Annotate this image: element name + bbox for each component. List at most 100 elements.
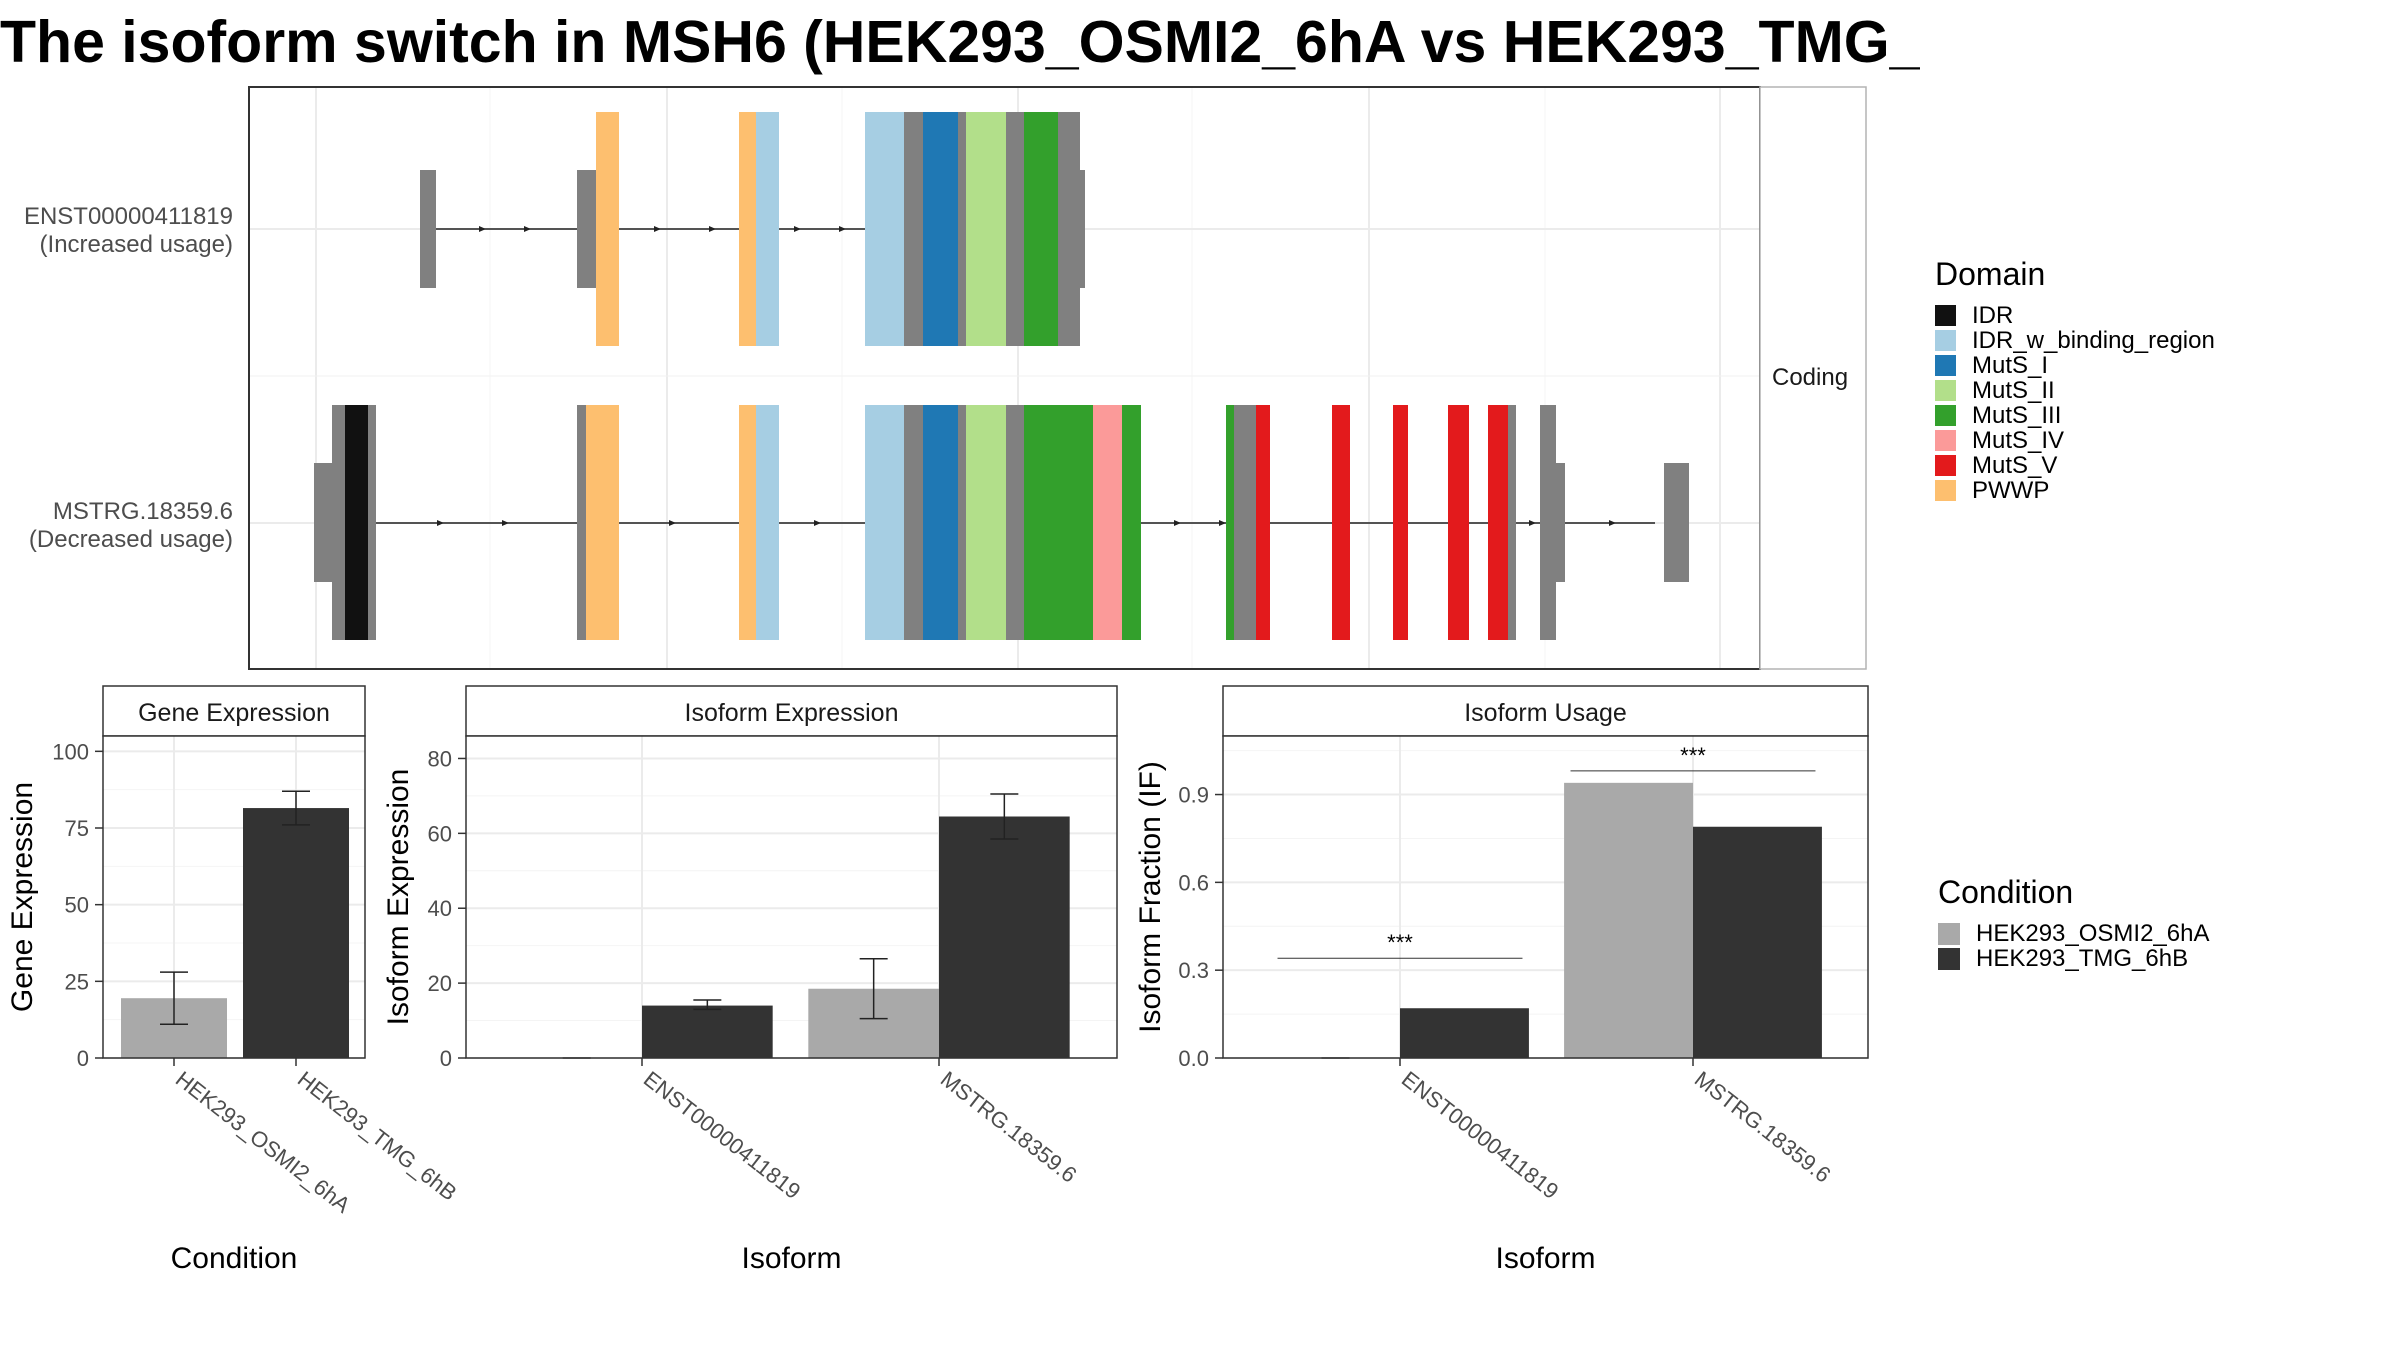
exon-segment <box>420 170 436 288</box>
domain-legend-item: PWWP <box>1935 476 2215 504</box>
significance-label: *** <box>1387 930 1413 955</box>
panel-strip <box>465 685 1118 737</box>
legend-swatch <box>1935 480 1956 501</box>
exon-segment <box>923 405 958 640</box>
exon-segment <box>1508 405 1516 640</box>
condition-legend-item: HEK293_TMG_6hB <box>1938 944 2209 972</box>
condition-legend-title: Condition <box>1938 874 2074 910</box>
exon-segment <box>923 112 958 346</box>
bar <box>939 816 1070 1058</box>
legend-label: MutS_III <box>1972 401 2062 429</box>
exon-segment <box>1093 405 1122 640</box>
exon-segment <box>739 405 756 640</box>
exon-segment <box>577 170 596 288</box>
exon-segment <box>1024 405 1093 640</box>
exon-segment <box>966 112 1006 346</box>
y-axis-title: Isoform Expression <box>382 769 415 1026</box>
exon-segment <box>368 405 376 640</box>
legend-label: IDR_w_binding_region <box>1972 326 2215 354</box>
exon-segment <box>958 405 966 640</box>
exon-segment <box>1556 463 1565 582</box>
legend-swatch <box>1935 405 1956 426</box>
exon-segment <box>1080 170 1085 288</box>
panel-title: Isoform Expression <box>685 699 899 727</box>
bar <box>642 1005 773 1058</box>
exon-segment <box>1256 405 1270 640</box>
significance-label: *** <box>1680 743 1706 768</box>
exon-segment <box>345 405 368 640</box>
y-tick-label: 50 <box>65 893 89 918</box>
legend-swatch <box>1935 305 1956 326</box>
exon-segment <box>314 463 332 582</box>
exon-segment <box>596 112 619 346</box>
exon-segment <box>865 405 904 640</box>
legend-label: HEK293_TMG_6hB <box>1976 944 2189 972</box>
exon-segment <box>739 112 756 346</box>
bar <box>1693 826 1822 1058</box>
exon-segment <box>756 405 767 640</box>
panel-strip <box>102 685 366 737</box>
isoform-label-usage: (Decreased usage) <box>29 526 233 553</box>
exon-segment <box>904 405 923 640</box>
bar <box>1400 1008 1529 1058</box>
legend-swatch <box>1935 430 1956 451</box>
domain-legend-item: IDR <box>1935 302 2215 329</box>
legend-label: MutS_V <box>1972 451 2058 479</box>
domain-legend-title: Domain <box>1935 256 2046 292</box>
exon-segment <box>1234 405 1256 640</box>
error-bars <box>160 790 310 1026</box>
exon-segment <box>865 112 904 346</box>
y-tick-label: 20 <box>428 971 452 996</box>
exon-segment <box>904 112 923 346</box>
y-axis-title: Isoform Fraction (IF) <box>1134 761 1167 1033</box>
error-bars <box>693 793 1019 1020</box>
domain-legend-item: MutS_II <box>1935 376 2215 404</box>
transcript-track-enst00000411819 <box>420 112 1085 346</box>
intron-arrow <box>814 520 821 526</box>
exon-segment <box>1488 405 1508 640</box>
transcript-tracks <box>314 112 1689 640</box>
exon-segment <box>1226 405 1234 640</box>
exon-segment <box>966 405 1006 640</box>
transcript-track-mstrg-18359-6 <box>314 405 1689 640</box>
y-tick-label: 0 <box>77 1046 89 1071</box>
x-tick-label: ENST00000411819 <box>639 1066 805 1204</box>
y-tick-label: 60 <box>428 821 452 846</box>
x-axis-title: Isoform <box>1495 1242 1595 1275</box>
domain-legend-item: MutS_V <box>1935 451 2215 479</box>
legend-label: PWWP <box>1972 476 2050 504</box>
exon-segment <box>1006 112 1024 346</box>
domain-legend-item: MutS_IV <box>1935 427 2215 454</box>
intron-arrow <box>1609 520 1616 526</box>
x-tick-label: MSTRG.18359.6 <box>1690 1066 1835 1187</box>
condition-legend: Condition HEK293_OSMI2_6hA HEK293_TMG_6hB <box>1938 874 2209 972</box>
page-title: The isoform switch in MSH6 (HEK293_OSMI2… <box>0 9 1920 75</box>
y-tick-label: 25 <box>65 969 89 994</box>
exon-segment <box>1006 405 1024 640</box>
panel-title: Isoform Usage <box>1464 699 1627 727</box>
domain-legend-item: MutS_III <box>1935 401 2215 429</box>
exon-segment <box>1393 405 1408 640</box>
domain-legend-item: MutS_I <box>1935 351 2215 379</box>
exon-segment <box>1024 112 1058 346</box>
isoform-expression-panel: Isoform Expression 0 20 40 60 80 ENST000004118… <box>382 685 1118 1275</box>
legend-swatch <box>1935 355 1956 376</box>
y-tick-label: 0.3 <box>1178 958 1209 983</box>
facet-strip <box>1759 86 1867 670</box>
y-axis-title: Gene Expression <box>6 782 39 1012</box>
panel-frame <box>1222 735 1869 1059</box>
exon-segment <box>1448 405 1469 640</box>
bars <box>562 816 1070 1059</box>
legend-swatch <box>1935 380 1956 401</box>
domain-legend-item: IDR_w_binding_region <box>1935 326 2215 354</box>
exon-segment <box>1332 405 1350 640</box>
y-tick-label: 0.6 <box>1178 870 1209 895</box>
intron-arrow <box>654 226 661 232</box>
intron-arrow <box>502 520 509 526</box>
condition-legend-item: HEK293_OSMI2_6hA <box>1938 920 2209 947</box>
bars <box>1321 782 1822 1059</box>
intron-arrow <box>839 226 846 232</box>
legend-label: MutS_II <box>1972 376 2055 404</box>
intron-arrow <box>669 520 676 526</box>
legend-label: MutS_I <box>1972 351 2049 379</box>
